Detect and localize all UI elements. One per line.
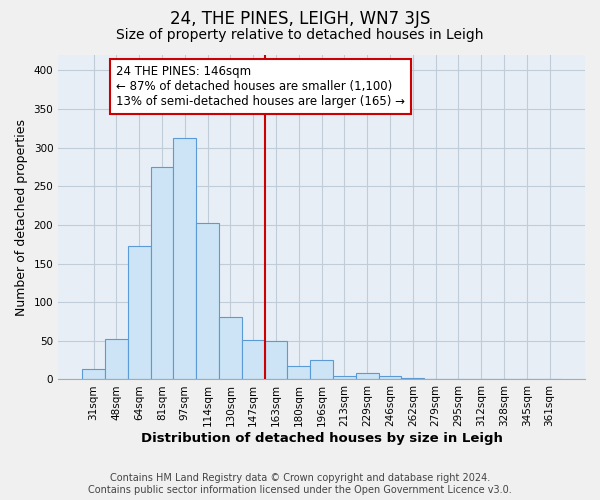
Bar — [493, 378, 515, 380]
Y-axis label: Number of detached properties: Number of detached properties — [15, 118, 28, 316]
Text: 24, THE PINES, LEIGH, WN7 3JS: 24, THE PINES, LEIGH, WN7 3JS — [170, 10, 430, 28]
Bar — [219, 317, 242, 380]
Bar — [173, 138, 196, 380]
Text: 24 THE PINES: 146sqm
← 87% of detached houses are smaller (1,100)
13% of semi-de: 24 THE PINES: 146sqm ← 87% of detached h… — [116, 65, 406, 108]
Bar — [401, 378, 424, 380]
Bar — [287, 366, 310, 380]
Bar — [333, 376, 356, 380]
Bar — [265, 341, 287, 380]
Bar — [447, 378, 470, 380]
Text: Contains HM Land Registry data © Crown copyright and database right 2024.
Contai: Contains HM Land Registry data © Crown c… — [88, 474, 512, 495]
Bar — [310, 360, 333, 380]
Bar — [424, 378, 447, 380]
Bar — [242, 340, 265, 380]
Bar — [128, 246, 151, 380]
Bar — [82, 370, 105, 380]
Bar — [356, 372, 379, 380]
Bar — [151, 167, 173, 380]
Bar — [105, 338, 128, 380]
X-axis label: Distribution of detached houses by size in Leigh: Distribution of detached houses by size … — [140, 432, 503, 445]
Bar — [196, 222, 219, 380]
Text: Size of property relative to detached houses in Leigh: Size of property relative to detached ho… — [116, 28, 484, 42]
Bar — [379, 376, 401, 380]
